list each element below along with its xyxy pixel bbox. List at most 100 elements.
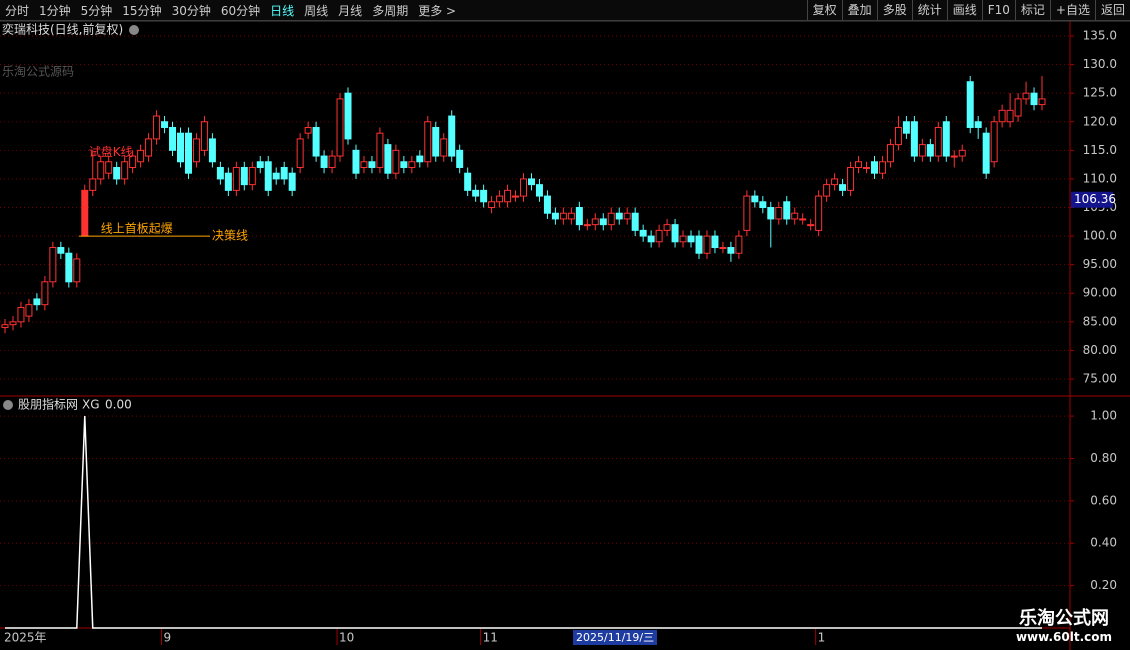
candle-body (559, 212, 567, 220)
period-tab[interactable]: 30分钟 (171, 3, 211, 18)
candle-body (719, 247, 727, 250)
y-tick-label: 135.0 (1083, 29, 1117, 43)
candle-body (839, 184, 847, 191)
candle-body (799, 218, 807, 221)
candle-body (902, 121, 910, 134)
y-tick-label: 95.00 (1083, 257, 1117, 271)
period-tab[interactable]: 60分钟 (220, 3, 261, 18)
candle-body (200, 121, 208, 151)
candle-body (424, 121, 432, 163)
chart-title: 奕瑞科技(日线,前复权) (2, 22, 123, 37)
tool-button[interactable]: 标记 (1014, 0, 1050, 20)
candle-body (9, 321, 17, 326)
y-tick-label: 75.00 (1083, 371, 1117, 385)
candle-body (169, 126, 177, 151)
candle-body (711, 235, 719, 249)
candle-body (480, 189, 488, 203)
candle-body (751, 195, 759, 203)
candle-body (823, 184, 831, 197)
y-tick-label: 115.0 (1083, 143, 1117, 157)
candle-body (464, 172, 472, 191)
period-tab[interactable]: 月线 (338, 3, 363, 18)
candle-body (647, 235, 655, 243)
candle-body (663, 224, 671, 231)
candle-body (448, 115, 456, 157)
candle-body (416, 155, 424, 163)
tool-button[interactable]: +自选 (1049, 0, 1095, 20)
candle-body (1, 324, 9, 329)
y-tick-label: 120.0 (1083, 114, 1117, 128)
candle-body (496, 195, 504, 203)
candle-body (41, 281, 49, 306)
candle-body (456, 149, 464, 168)
tool-button[interactable]: 返回 (1094, 0, 1130, 20)
candle-body (855, 161, 863, 168)
candle-body (623, 212, 631, 220)
candle-body (583, 224, 591, 227)
candle-body (1006, 109, 1014, 123)
candle-body (328, 155, 336, 168)
period-tab[interactable]: 多周期 (372, 3, 409, 18)
tool-button[interactable]: 统计 (911, 0, 947, 20)
candle-body (687, 235, 695, 243)
tool-button[interactable]: 叠加 (841, 0, 877, 20)
period-tab[interactable]: 周线 (304, 3, 329, 18)
x-tick-label: 2025年 (4, 631, 47, 645)
candle-body (815, 195, 823, 231)
candle-body (950, 155, 958, 158)
candle-body (567, 212, 575, 220)
candle-body (376, 132, 384, 168)
candle-body (73, 258, 81, 283)
candle-body (488, 201, 496, 208)
period-tab[interactable]: 15分钟 (122, 3, 162, 18)
candle-body (512, 195, 520, 198)
candle-body (743, 195, 751, 231)
period-tab[interactable]: 日线 (270, 3, 295, 18)
annotation: 线上首板起爆 (101, 222, 173, 236)
cursor-date: 2025/11/19/三 (573, 630, 658, 645)
candle-body (472, 189, 480, 197)
x-tick-label: 10 (339, 631, 354, 645)
candle-body (344, 92, 352, 140)
candle-body (352, 149, 360, 174)
candle-body (440, 138, 448, 157)
tool-button[interactable]: 多股 (876, 0, 912, 20)
candle-body (655, 229, 663, 243)
candle-body (998, 109, 1006, 123)
period-tab[interactable]: 更多 > (418, 3, 457, 18)
candle-body (264, 161, 272, 191)
candle-body (360, 161, 368, 168)
candle-body (966, 81, 974, 128)
tool-buttons: 复权 叠加 多股 统计 画线 F10 标记 +自选 返回 (806, 0, 1130, 20)
candle-body (89, 178, 97, 191)
period-tab[interactable]: 5分钟 (80, 3, 113, 18)
x-tick-label: 11 (483, 631, 498, 645)
annotation: 试盘K线 (89, 144, 133, 159)
candle-body (288, 172, 296, 191)
tool-button[interactable]: 画线 (946, 0, 982, 20)
candle-body (870, 161, 878, 174)
candle-body (607, 212, 615, 226)
legend-value: 0.00 (105, 398, 132, 412)
candle-body (831, 178, 839, 186)
period-tab[interactable]: 1分钟 (39, 3, 71, 18)
candle-body (57, 247, 65, 254)
title-icon (129, 25, 139, 35)
candle-body (703, 235, 711, 254)
candle-body (926, 144, 934, 157)
candle-body (17, 307, 25, 323)
candle-body (137, 149, 145, 163)
candle-body (248, 166, 256, 186)
candle-body (974, 121, 982, 128)
candle-body (807, 224, 815, 227)
y-tick-label: 110.0 (1083, 171, 1117, 185)
candle-body (113, 166, 121, 180)
panel-icon (3, 400, 13, 410)
candle-body (1030, 92, 1038, 106)
period-tab[interactable]: 分时 (5, 3, 30, 18)
candle-body (631, 212, 639, 231)
tool-button[interactable]: 复权 (806, 0, 842, 20)
tool-button[interactable]: F10 (981, 0, 1015, 20)
candle-body (599, 218, 607, 226)
